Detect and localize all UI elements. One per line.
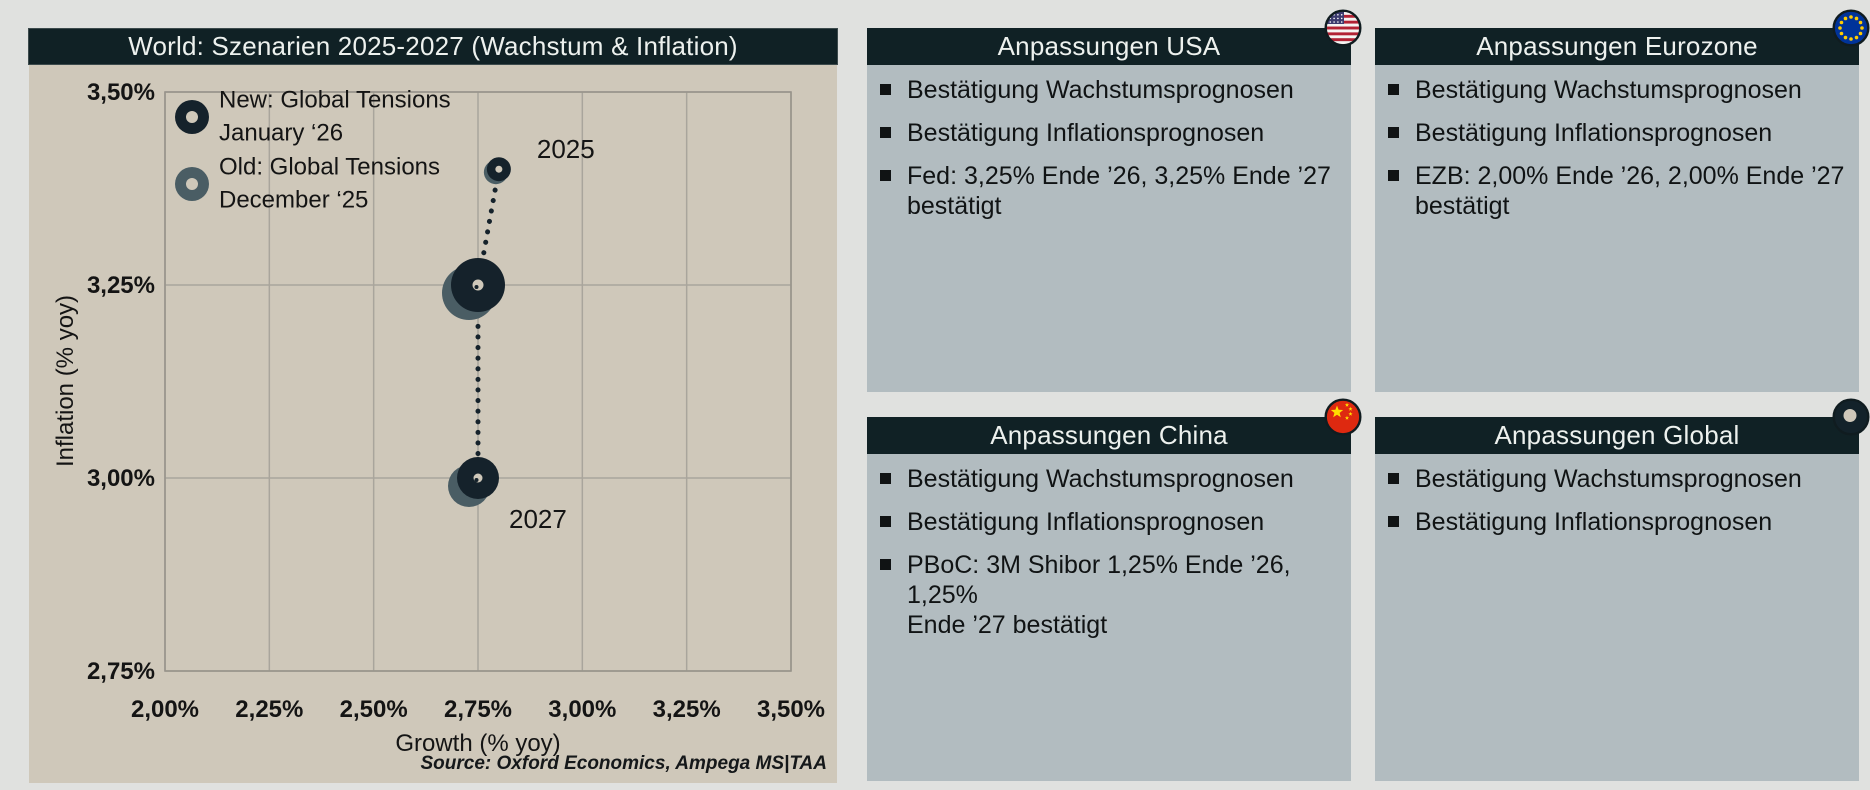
panel-eurozone: Anpassungen Eurozone Bestätigung Wachstu…	[1375, 9, 1870, 392]
bullet-item: Bestätigung Wachstumsprognosen	[1375, 464, 1855, 494]
bullet-item: Bestätigung Wachstumsprognosen	[1375, 75, 1855, 105]
china-flag-icon	[1324, 398, 1362, 436]
y-tick-label: 3,25%	[87, 272, 155, 299]
legend-label-old: December ‘25	[219, 187, 368, 214]
bullet-item: PBoC: 3M Shibor 1,25% Ende ’26, 1,25% End…	[867, 550, 1347, 640]
panel-usa-bullets: Bestätigung Wachstumsprognosen Bestätigun…	[867, 65, 1347, 392]
panel-global: Anpassungen Global Bestätigung Wachstums…	[1375, 398, 1870, 781]
usa-flag-icon	[1324, 9, 1362, 47]
scenario-chart-svg: 2,00% 2,25% 2,50% 2,75% 3,00% 3,25% 3,50% 3,50%…	[52, 79, 825, 757]
point-label-2025: 2025	[537, 134, 595, 164]
chart-title: World: Szenarien 2025-2027 (Wachstum & I…	[28, 28, 838, 65]
x-tick-label: 2,50%	[340, 696, 408, 723]
chart-source: Source: Oxford Economics, Ampega MS|TAA	[420, 753, 828, 774]
y-tick-label: 2,75%	[87, 658, 155, 685]
legend-label-new: January ‘26	[219, 120, 343, 147]
bullet-item: Bestätigung Inflationsprognosen	[867, 118, 1347, 148]
data-point-pinhole-2026	[474, 285, 479, 289]
data-point-new-2026-hole	[472, 279, 484, 291]
panel-global-title: Anpassungen Global	[1375, 417, 1859, 454]
y-axis-title: Inflation (% yoy)	[52, 295, 79, 467]
legend-label-new: New: Global Tensions	[219, 87, 451, 114]
eu-flag-icon	[1832, 9, 1870, 47]
plot-border	[164, 91, 792, 672]
x-tick-label: 2,00%	[131, 696, 199, 723]
panel-eurozone-bullets: Bestätigung Wachstumsprognosen Bestätigun…	[1375, 65, 1855, 392]
panel-eurozone-title: Anpassungen Eurozone	[1375, 28, 1859, 65]
panel-china-title: Anpassungen China	[867, 417, 1351, 454]
bullet-item: Bestätigung Inflationsprognosen	[867, 507, 1347, 537]
data-point-new-2025-hole	[495, 165, 503, 173]
bullet-item: EZB: 2,00% Ende ’26, 2,00% Ende ’27 bestä…	[1375, 161, 1855, 221]
x-tick-label: 2,75%	[444, 696, 512, 723]
panel-usa-title: Anpassungen USA	[867, 28, 1351, 65]
bullet-item: Bestätigung Inflationsprognosen	[1375, 118, 1855, 148]
scenario-chart-panel: 2,00% 2,25% 2,50% 2,75% 3,00% 3,25% 3,50% 3,50%…	[28, 28, 838, 783]
x-tick-label: 3,25%	[653, 696, 721, 723]
y-tick-label: 3,00%	[87, 465, 155, 492]
scenario-path	[475, 166, 502, 481]
legend-marker-new-hole	[186, 111, 198, 123]
panel-usa: Anpassungen USA Bestätigung Wachstumspro…	[867, 9, 1362, 392]
bullet-item: Bestätigung Inflationsprognosen	[1375, 507, 1855, 537]
legend-marker-old-hole	[186, 178, 198, 190]
point-label-2027: 2027	[509, 504, 567, 534]
data-point-pinhole-2027	[474, 478, 479, 482]
bullet-item: Bestätigung Wachstumsprognosen	[867, 75, 1347, 105]
panel-china-bullets: Bestätigung Wachstumsprognosen Bestätigun…	[867, 454, 1347, 781]
panel-china: Anpassungen China Bestätigung Wachstumsp…	[867, 398, 1362, 781]
x-tick-label: 3,50%	[757, 696, 825, 723]
globe-icon	[1832, 398, 1870, 436]
y-tick-label: 3,50%	[87, 79, 155, 106]
x-tick-label: 3,00%	[548, 696, 616, 723]
panel-global-bullets: Bestätigung Wachstumsprognosen Bestätigun…	[1375, 454, 1855, 781]
bullet-item: Bestätigung Wachstumsprognosen	[867, 464, 1347, 494]
x-tick-label: 2,25%	[235, 696, 303, 723]
bullet-item: Fed: 3,25% Ende ’26, 3,25% Ende ’27 bestä…	[867, 161, 1347, 221]
x-axis-title: Growth (% yoy)	[395, 730, 560, 757]
legend-label-old: Old: Global Tensions	[219, 154, 440, 181]
